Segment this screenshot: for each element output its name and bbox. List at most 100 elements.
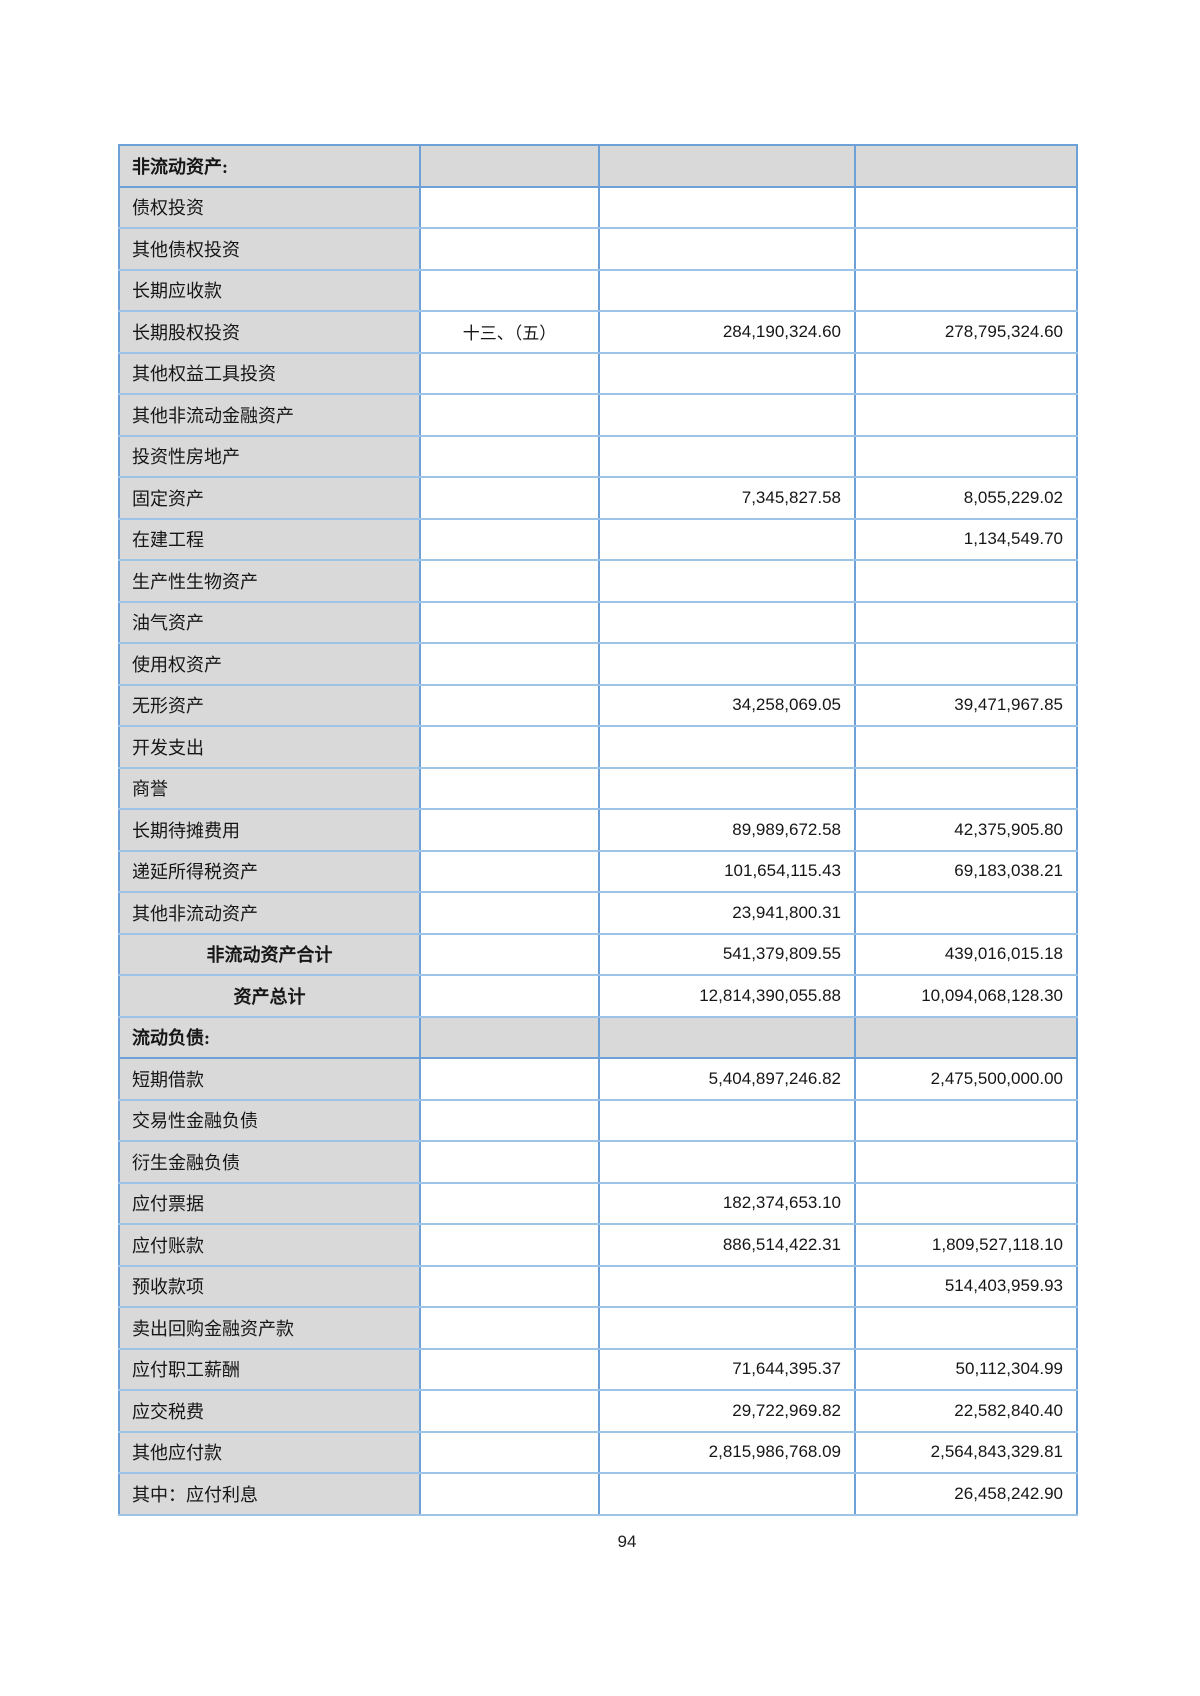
table-row: 长期待摊费用 89,989,672.58 42,375,905.80 [118, 808, 1078, 852]
note-reference-cell [419, 144, 600, 188]
current-amount-cell [598, 725, 856, 769]
table-row: 其他权益工具投资 [118, 351, 1078, 395]
table-row: 交易性金融负债 [118, 1098, 1078, 1142]
table-row: 其他债权投资 [118, 227, 1078, 271]
item-label-cell: 商誉 [118, 766, 421, 810]
previous-amount-cell [854, 144, 1078, 188]
previous-amount-cell [854, 725, 1078, 769]
current-amount-cell [598, 144, 856, 188]
item-label-cell: 衍生金融负债 [118, 1140, 421, 1184]
current-amount-cell [598, 227, 856, 271]
previous-amount-cell: 278,795,324.60 [854, 310, 1078, 354]
current-amount-cell: 284,190,324.60 [598, 310, 856, 354]
current-amount-cell: 101,654,115.43 [598, 849, 856, 893]
note-reference-cell [419, 1098, 600, 1142]
table-row: 长期股权投资 十三、（五） 284,190,324.60 278,795,324.60 [118, 310, 1078, 354]
current-amount-cell [598, 600, 856, 644]
note-reference-cell [419, 1181, 600, 1225]
table-row: 流动负债: [118, 1015, 1078, 1059]
note-reference-cell [419, 891, 600, 935]
current-amount-cell [598, 1098, 856, 1142]
previous-amount-cell [854, 642, 1078, 686]
item-label-cell: 其他债权投资 [118, 227, 421, 271]
item-label-cell: 使用权资产 [118, 642, 421, 686]
previous-amount-cell [854, 1098, 1078, 1142]
previous-amount-cell [854, 351, 1078, 395]
balance-sheet-body: 非流动资产: 债权投资 其他债权投资 长期应收款 长期股权投资 十三、（五） 284,190… [118, 144, 1078, 1516]
previous-amount-cell: 439,016,015.18 [854, 932, 1078, 976]
item-label-cell: 长期应收款 [118, 268, 421, 312]
current-amount-cell [598, 642, 856, 686]
item-label-cell: 债权投资 [118, 185, 421, 229]
previous-amount-cell: 22,582,840.40 [854, 1389, 1078, 1433]
previous-amount-cell: 8,055,229.02 [854, 476, 1078, 520]
note-reference-cell [419, 683, 600, 727]
previous-amount-cell [854, 600, 1078, 644]
previous-amount-cell: 2,564,843,329.81 [854, 1430, 1078, 1474]
note-reference-cell [419, 1264, 600, 1308]
note-reference-cell [419, 1306, 600, 1350]
previous-amount-cell: 10,094,068,128.30 [854, 974, 1078, 1018]
current-amount-cell [598, 185, 856, 229]
item-label-cell: 其他非流动资产 [118, 891, 421, 935]
item-label-cell: 应付职工薪酬 [118, 1347, 421, 1391]
previous-amount-cell [854, 1140, 1078, 1184]
note-reference-cell [419, 1389, 600, 1433]
note-reference-cell [419, 849, 600, 893]
item-label-cell: 递延所得税资产 [118, 849, 421, 893]
note-reference-cell [419, 1430, 600, 1474]
previous-amount-cell [854, 434, 1078, 478]
item-label-cell: 投资性房地产 [118, 434, 421, 478]
note-reference-cell [419, 974, 600, 1018]
current-amount-cell [598, 268, 856, 312]
item-label-cell: 其他应付款 [118, 1430, 421, 1474]
note-reference-cell [419, 1223, 600, 1267]
balance-sheet-table: 非流动资产: 债权投资 其他债权投资 长期应收款 长期股权投资 十三、（五） 284,190… [118, 144, 1078, 1516]
current-amount-cell: 182,374,653.10 [598, 1181, 856, 1225]
current-amount-cell: 5,404,897,246.82 [598, 1057, 856, 1101]
previous-amount-cell [854, 891, 1078, 935]
current-amount-cell: 2,815,986,768.09 [598, 1430, 856, 1474]
current-amount-cell [598, 517, 856, 561]
item-label-cell: 油气资产 [118, 600, 421, 644]
note-reference-cell [419, 1472, 600, 1516]
current-amount-cell: 7,345,827.58 [598, 476, 856, 520]
item-label-cell: 生产性生物资产 [118, 559, 421, 603]
table-row: 卖出回购金融资产款 [118, 1306, 1078, 1350]
current-amount-cell: 886,514,422.31 [598, 1223, 856, 1267]
item-label-cell: 预收款项 [118, 1264, 421, 1308]
note-reference-cell [419, 351, 600, 395]
note-reference-cell: 十三、（五） [419, 310, 600, 354]
table-row: 长期应收款 [118, 268, 1078, 312]
table-row: 非流动资产合计 541,379,809.55 439,016,015.18 [118, 932, 1078, 976]
table-row: 开发支出 [118, 725, 1078, 769]
previous-amount-cell [854, 268, 1078, 312]
note-reference-cell [419, 1347, 600, 1391]
item-label-cell: 长期股权投资 [118, 310, 421, 354]
table-row: 使用权资产 [118, 642, 1078, 686]
previous-amount-cell: 50,112,304.99 [854, 1347, 1078, 1391]
previous-amount-cell: 69,183,038.21 [854, 849, 1078, 893]
previous-amount-cell: 1,809,527,118.10 [854, 1223, 1078, 1267]
previous-amount-cell [854, 227, 1078, 271]
item-label-cell: 资产总计 [118, 974, 421, 1018]
note-reference-cell [419, 268, 600, 312]
item-label-cell: 固定资产 [118, 476, 421, 520]
table-row: 其他应付款 2,815,986,768.09 2,564,843,329.81 [118, 1430, 1078, 1474]
item-label-cell: 长期待摊费用 [118, 808, 421, 852]
note-reference-cell [419, 766, 600, 810]
note-reference-cell [419, 559, 600, 603]
previous-amount-cell [854, 393, 1078, 437]
item-label-cell: 应交税费 [118, 1389, 421, 1433]
current-amount-cell [598, 1140, 856, 1184]
table-row: 短期借款 5,404,897,246.82 2,475,500,000.00 [118, 1057, 1078, 1101]
note-reference-cell [419, 476, 600, 520]
previous-amount-cell: 2,475,500,000.00 [854, 1057, 1078, 1101]
table-row: 应交税费 29,722,969.82 22,582,840.40 [118, 1389, 1078, 1433]
item-label-cell: 其他非流动金融资产 [118, 393, 421, 437]
note-reference-cell [419, 434, 600, 478]
note-reference-cell [419, 227, 600, 271]
note-reference-cell [419, 517, 600, 561]
table-row: 固定资产 7,345,827.58 8,055,229.02 [118, 476, 1078, 520]
